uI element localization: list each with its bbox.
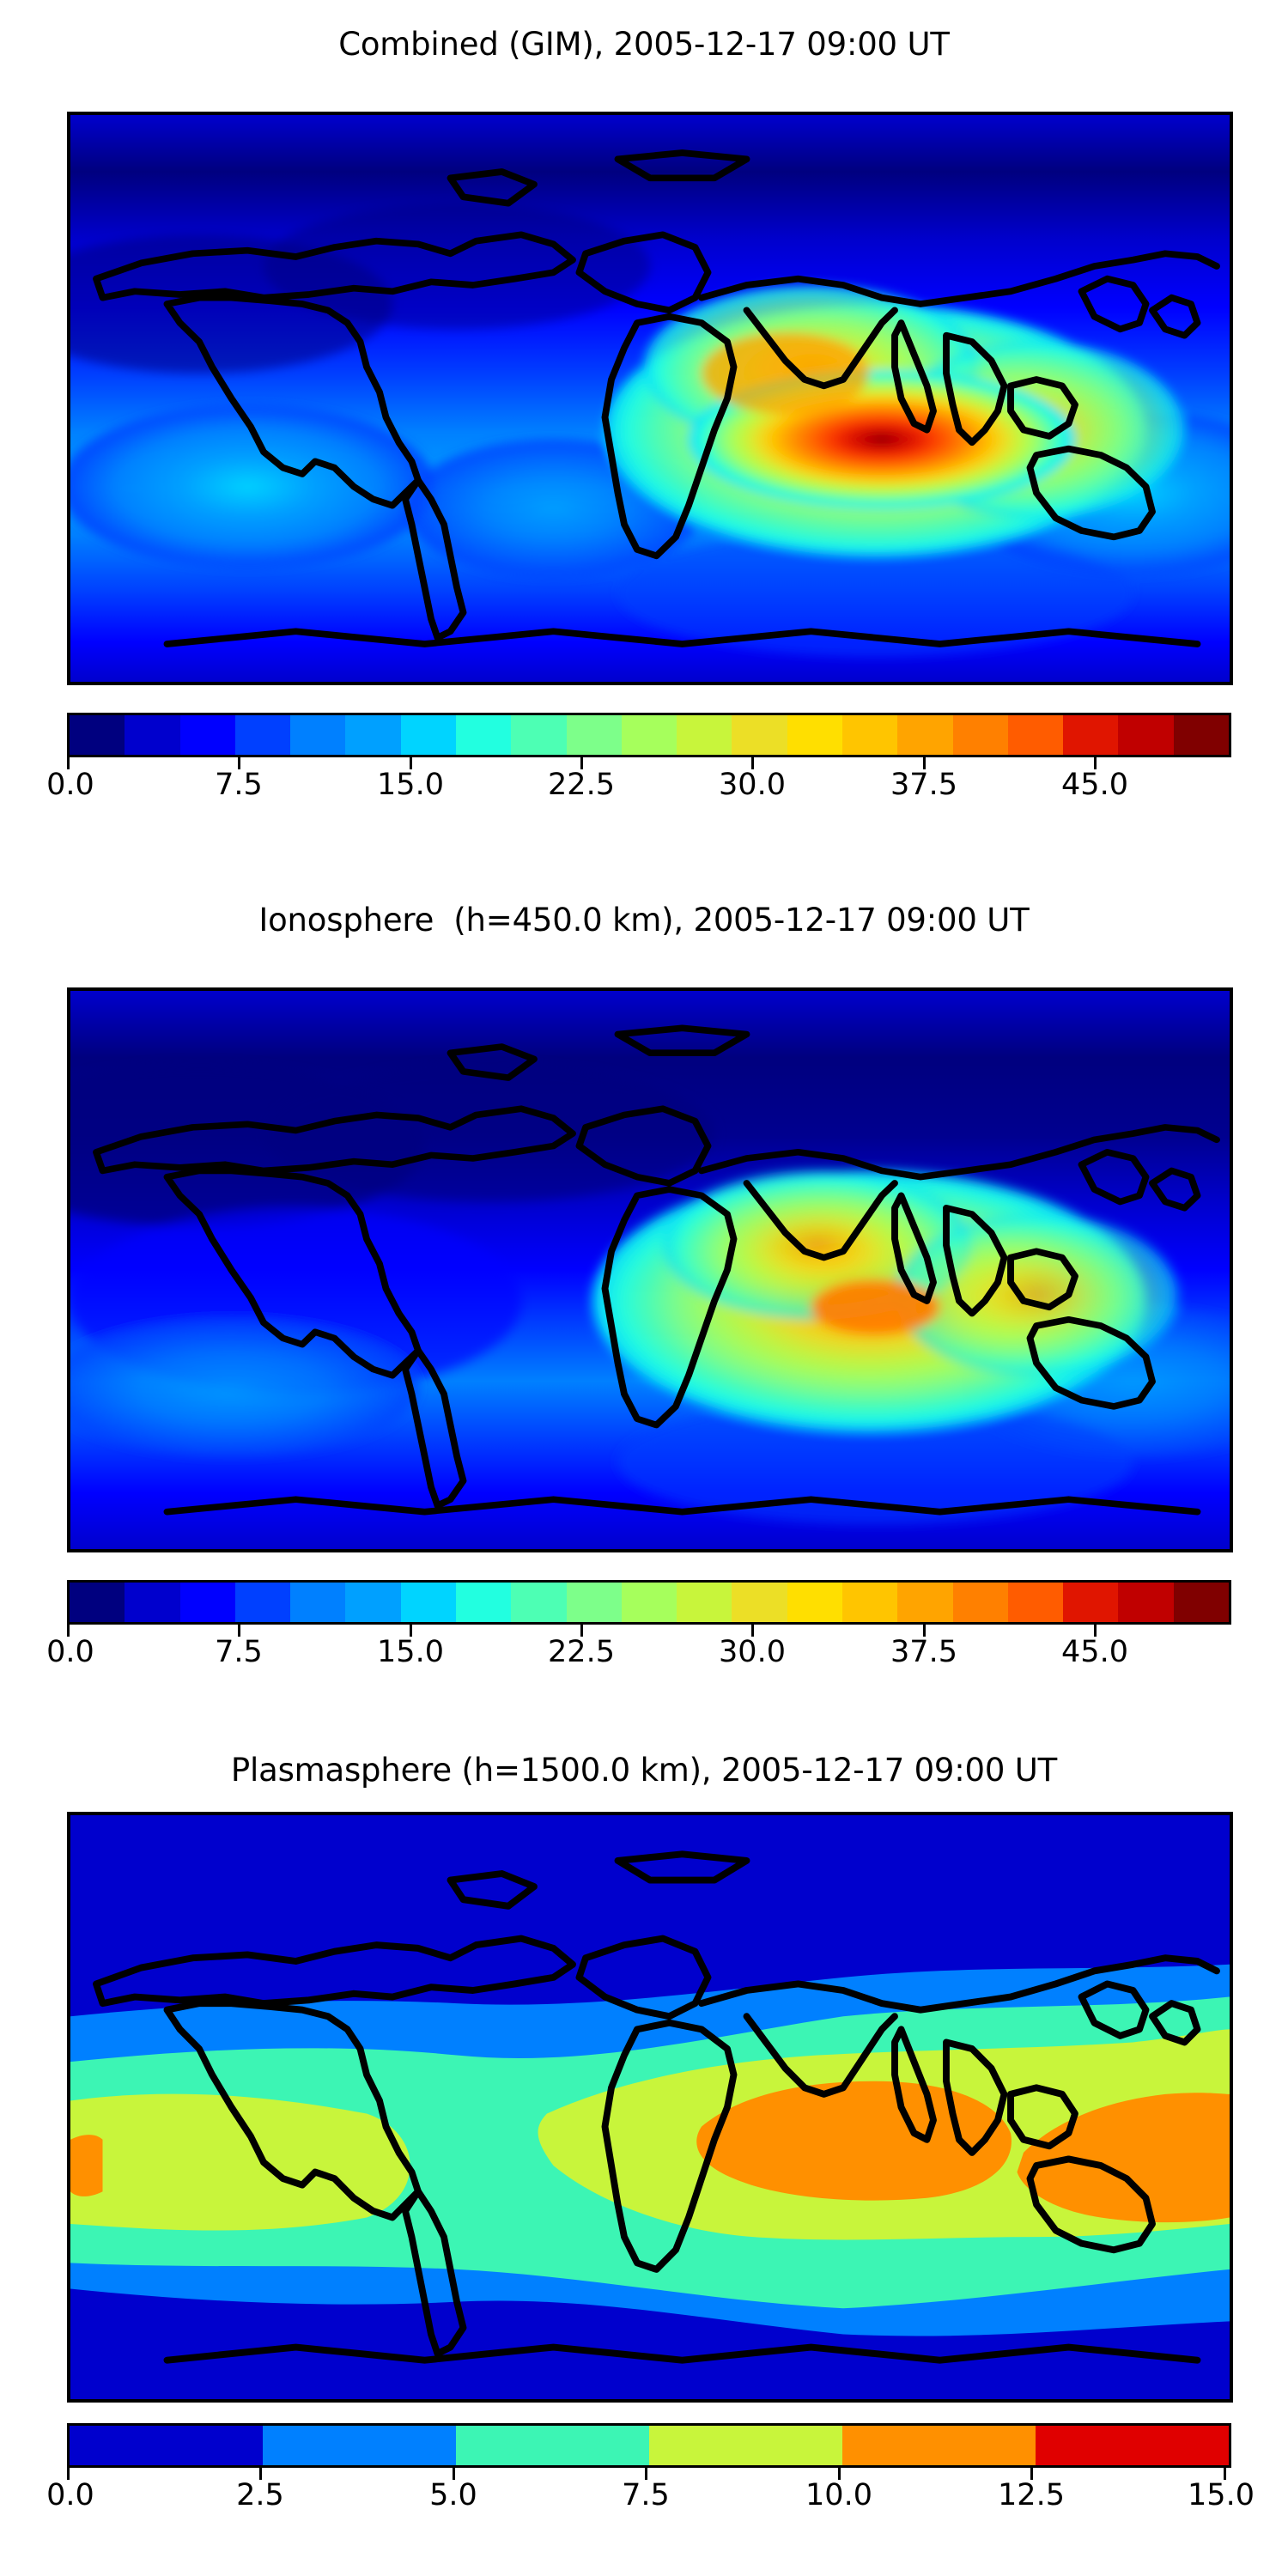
coastlines-ionosphere [93, 1024, 1220, 1516]
cb-tick-label: 15.0 [1188, 2478, 1255, 2512]
map-combined [67, 112, 1233, 685]
cb-tick-label: 22.5 [548, 768, 615, 802]
cb-tick-label: 12.5 [998, 2478, 1065, 2512]
panel-title-plasmasphere: Plasmasphere (h=1500.0 km), 2005-12-17 0… [230, 1752, 1058, 1789]
panel-title-combined: Combined (GIM), 2005-12-17 09:00 UT [338, 26, 950, 63]
map-plasmasphere [67, 1812, 1233, 2403]
cb-tick-label: 10.0 [805, 2478, 872, 2512]
contour-field-combined [70, 115, 1230, 682]
colorbar-labels-ionosphere: 0.0 7.5 15.0 22.5 30.0 37.5 45.0 [46, 1635, 1226, 1674]
cb-tick-label: 45.0 [1061, 768, 1128, 802]
panel-title-ionosphere: Ionosphere (h=450.0 km), 2005-12-17 09:0… [258, 902, 1030, 939]
cb-tick-label: 0.0 [46, 1635, 94, 1669]
colorbar-labels-combined: 0.0 7.5 15.0 22.5 30.0 37.5 45.0 [46, 768, 1226, 807]
coastlines-plasmasphere [93, 1850, 1220, 2364]
cb-tick-label: 45.0 [1061, 1635, 1128, 1669]
cb-tick-label: 7.5 [215, 1635, 263, 1669]
contour-field-plasmasphere [70, 1815, 1230, 2399]
colorbar-strip-plasmasphere [67, 2423, 1231, 2468]
cb-tick-label: 5.0 [429, 2478, 477, 2512]
cb-tick-label: 7.5 [622, 2478, 670, 2512]
panel-plasmasphere: Plasmasphere (h=1500.0 km), 2005-12-17 0… [0, 1717, 1288, 2576]
colorbar-combined: 0.0 7.5 15.0 22.5 30.0 37.5 45.0 [46, 713, 1231, 824]
map-canvas-combined [70, 115, 1230, 682]
cb-tick-label: 2.5 [236, 2478, 284, 2512]
panel-ionosphere: Ionosphere (h=450.0 km), 2005-12-17 09:0… [0, 859, 1288, 1717]
map-canvas-plasmasphere [70, 1815, 1230, 2399]
map-canvas-ionosphere [70, 991, 1230, 1549]
map-ionosphere [67, 987, 1233, 1552]
contour-field-ionosphere [70, 991, 1230, 1549]
colorbar-plasmasphere: 0.0 2.5 5.0 7.5 10.0 12.5 15.0 [46, 2423, 1255, 2535]
colorbar-ticks-plasmasphere [67, 2468, 1226, 2480]
colorbar-ionosphere: 0.0 7.5 15.0 22.5 30.0 37.5 45.0 [46, 1580, 1231, 1692]
colorbar-labels-plasmasphere: 0.0 2.5 5.0 7.5 10.0 12.5 15.0 [46, 2478, 1255, 2518]
colorbar-strip-combined [67, 713, 1231, 757]
panel-combined: Combined (GIM), 2005-12-17 09:00 UT [0, 0, 1288, 859]
cb-tick-label: 37.5 [890, 1635, 957, 1669]
colorbar-ticks-combined [67, 757, 1226, 769]
colorbar-strip-ionosphere [67, 1580, 1231, 1625]
cb-tick-label: 37.5 [890, 768, 957, 802]
cb-tick-label: 0.0 [46, 768, 94, 802]
cb-tick-label: 0.0 [46, 2478, 94, 2512]
cb-tick-label: 15.0 [377, 1635, 444, 1669]
cb-tick-label: 7.5 [215, 768, 263, 802]
coastlines-combined [93, 149, 1220, 647]
colorbar-ticks-ionosphere [67, 1625, 1226, 1637]
cb-tick-label: 22.5 [548, 1635, 615, 1669]
cb-tick-label: 15.0 [377, 768, 444, 802]
cb-tick-label: 30.0 [719, 768, 786, 802]
cb-tick-label: 30.0 [719, 1635, 786, 1669]
